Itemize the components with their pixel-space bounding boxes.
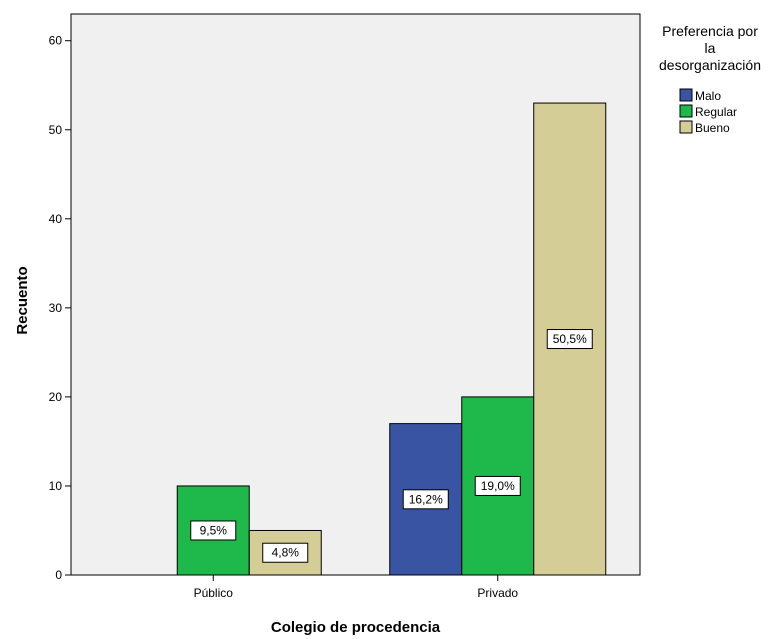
legend-item: Malo [679,88,721,103]
data-label-box [546,329,593,350]
data-label-box [402,489,449,510]
data-label: 19,0% [474,475,521,496]
y-tick-label: 30 [49,301,63,315]
x-tick-label: Privado [477,586,518,600]
legend-swatch [679,120,693,134]
legend-title: la [705,40,716,56]
data-label-text: 19,0% [481,479,515,493]
data-label-box [474,475,521,496]
y-tick-label: 50 [49,123,63,137]
data-label-text: 4,8% [272,546,300,560]
y-axis-title: Recuento [14,266,31,334]
data-label: 9,5% [190,520,237,541]
y-tick-label: 0 [55,568,62,582]
legend-swatch [679,88,693,102]
data-label-box [262,542,309,563]
legend-title: Preferencia por [662,23,758,39]
legend-item: Regular [679,104,737,119]
data-label-box [190,520,237,541]
y-tick-label: 20 [49,390,63,404]
data-label-text: 9,5% [200,523,228,537]
y-tick-label: 10 [49,479,63,493]
y-tick-label: 60 [49,34,63,48]
data-label: 16,2% [402,489,449,510]
x-axis: Público Privado [194,575,518,600]
y-axis: 0 10 20 30 40 50 60 [49,34,71,582]
x-axis-title: Colegio de procedencia [271,619,441,636]
legend-item: Bueno [679,120,730,135]
data-labels: 9,5% 4,8% 16,2% 19,0% 50,5% [190,329,593,563]
data-label: 4,8% [262,542,309,563]
data-label: 50,5% [546,329,593,350]
legend-swatch [679,104,693,118]
legend-label: Bueno [695,121,730,135]
x-tick-label: Público [194,586,234,600]
legend-label: Regular [695,105,737,119]
data-label-text: 50,5% [553,332,587,346]
bar [461,396,535,576]
data-label-text: 16,2% [409,492,443,506]
legend-label: Malo [695,89,721,103]
legend-title: desorganización [659,57,761,73]
y-tick-label: 40 [49,212,63,226]
bar [248,529,322,576]
